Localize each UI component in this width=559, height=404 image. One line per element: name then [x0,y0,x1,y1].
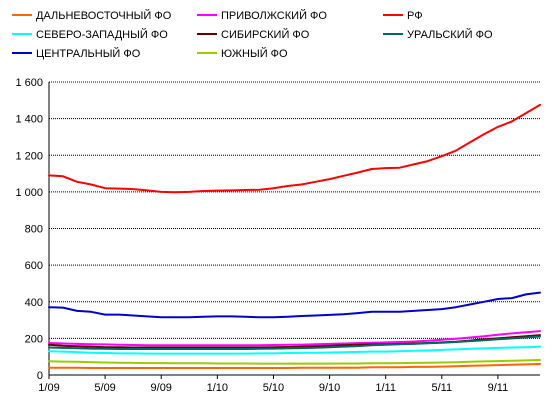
y-tick-label: 200 [25,333,43,345]
y-tick-label: 600 [25,260,43,272]
legend-label: РФ [407,10,423,22]
legend-label: СИБИРСКИЙ ФО [221,28,310,41]
series-line [48,291,541,319]
y-tick-label: 800 [25,224,43,236]
x-tick-label: 5/11 [432,382,453,394]
series-lines [48,103,541,369]
legend-label: УРАЛЬСКИЙ ФО [407,28,493,41]
x-tick-label: 5/09 [94,382,115,394]
axes: 0 200 400 600 800 1 000 1 200 1 400 1 600 1/09 5/0… [15,77,540,394]
y-tick-label: 0 [37,370,43,382]
legend-label: ДАЛЬНЕВОСТОЧНЫЙ ФО [36,9,172,22]
x-tick-label: 1/10 [207,382,228,394]
series-line [48,330,541,347]
legend-label: ЮЖНЫЙ ФО [221,47,288,60]
series-line [48,103,541,194]
x-tick-label: 5/10 [263,382,284,394]
series-line [48,345,541,355]
legend-label: ЦЕНТРАЛЬНЫЙ ФО [36,47,141,60]
legend-label: ПРИВОЛЖСКИЙ ФО [221,9,327,22]
x-tick-label: 9/09 [151,382,172,394]
x-tick-label: 9/10 [319,382,340,394]
series-line [48,335,541,350]
x-tick-label: 1/09 [38,382,59,394]
x-tick-label: 1/11 [375,382,396,394]
y-tick-label: 400 [25,297,43,309]
y-tick-label: 1 400 [15,114,43,126]
legend: ДАЛЬНЕВОСТОЧНЫЙ ФО ПРИВОЛЖСКИЙ ФО РФ СЕВЕРО… [12,9,493,60]
x-tick-label: 9/11 [488,382,509,394]
y-tick-label: 1 200 [15,150,43,162]
series-line [48,363,541,369]
grid [49,81,540,339]
y-tick-label: 1 000 [15,187,43,199]
series-line [48,359,541,365]
y-tick-label: 1 600 [15,77,43,89]
legend-label: СЕВЕРО-ЗАПАДНЫЙ ФО [36,28,168,41]
